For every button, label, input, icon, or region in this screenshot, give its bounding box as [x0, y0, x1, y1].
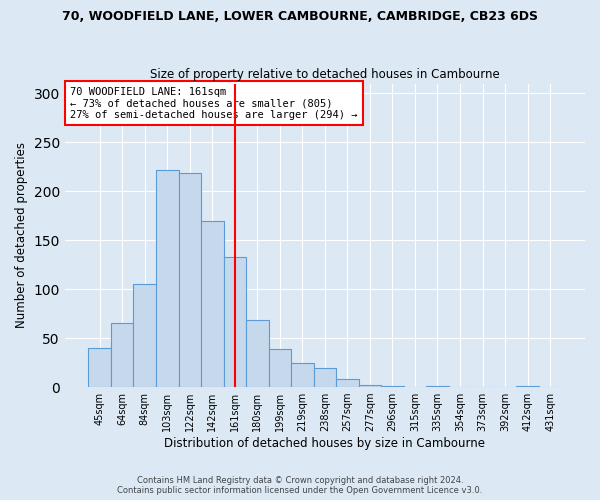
Bar [133, 284, 156, 387]
Text: Contains HM Land Registry data © Crown copyright and database right 2024.
Contai: Contains HM Land Registry data © Crown c… [118, 476, 482, 495]
Bar [111, 324, 133, 387]
Text: 70, WOODFIELD LANE, LOWER CAMBOURNE, CAMBRIDGE, CB23 6DS: 70, WOODFIELD LANE, LOWER CAMBOURNE, CAM… [62, 10, 538, 23]
Y-axis label: Number of detached properties: Number of detached properties [15, 142, 28, 328]
Bar [426, 386, 449, 387]
Bar [381, 386, 404, 387]
Bar [156, 170, 179, 387]
Bar [269, 349, 291, 387]
Bar [314, 368, 336, 387]
Bar [517, 386, 539, 387]
Bar [179, 172, 201, 387]
Title: Size of property relative to detached houses in Cambourne: Size of property relative to detached ho… [150, 68, 500, 81]
Text: 70 WOODFIELD LANE: 161sqm
← 73% of detached houses are smaller (805)
27% of semi: 70 WOODFIELD LANE: 161sqm ← 73% of detac… [70, 86, 358, 120]
Bar [201, 220, 224, 387]
Bar [88, 348, 111, 387]
X-axis label: Distribution of detached houses by size in Cambourne: Distribution of detached houses by size … [164, 437, 485, 450]
Bar [359, 385, 381, 387]
Bar [291, 362, 314, 387]
Bar [224, 257, 246, 387]
Bar [246, 320, 269, 387]
Bar [336, 380, 359, 387]
